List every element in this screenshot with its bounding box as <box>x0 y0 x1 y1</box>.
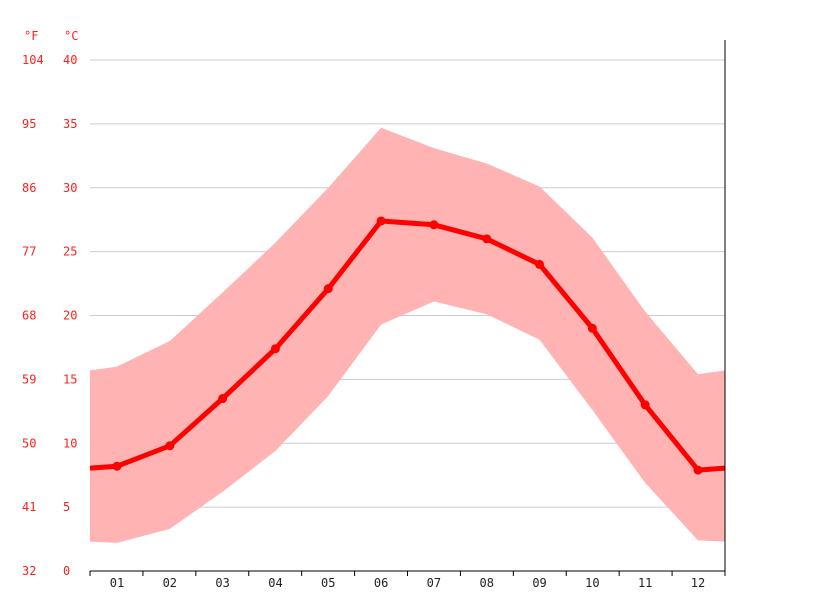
mean-point <box>429 220 439 230</box>
y-tick-c: 35 <box>63 117 77 131</box>
y-tick-c: 0 <box>63 564 70 578</box>
x-tick-label: 08 <box>480 576 494 590</box>
y-tick-f: 32 <box>22 564 36 578</box>
y-tick-f: 59 <box>22 372 36 386</box>
x-tick-label: 11 <box>638 576 652 590</box>
y-tick-c: 20 <box>63 309 77 323</box>
x-tick-label: 10 <box>585 576 599 590</box>
mean-point <box>482 234 492 244</box>
unit-f-label: °F <box>24 29 38 43</box>
y-tick-f: 95 <box>22 117 36 131</box>
y-tick-f: 77 <box>22 245 36 259</box>
x-tick-label: 09 <box>532 576 546 590</box>
y-tick-f: 68 <box>22 309 36 323</box>
mean-point <box>323 284 333 294</box>
y-tick-c: 30 <box>63 181 77 195</box>
mean-point <box>112 461 122 471</box>
x-tick-label: 04 <box>268 576 282 590</box>
y-tick-c: 5 <box>63 500 70 514</box>
mean-temperature-line <box>89 218 726 473</box>
mean-point <box>376 216 386 226</box>
y-tick-f: 104 <box>22 53 44 67</box>
x-tick-label: 07 <box>427 576 441 590</box>
x-tick-label: 06 <box>374 576 388 590</box>
x-tick-label: 02 <box>163 576 177 590</box>
x-tick-label: 01 <box>110 576 124 590</box>
mean-point <box>693 465 703 475</box>
y-tick-c: 15 <box>63 372 77 386</box>
mean-point <box>270 344 280 354</box>
y-tick-c: 10 <box>63 436 77 450</box>
y-tick-f: 41 <box>22 500 36 514</box>
mean-point <box>587 323 597 333</box>
mean-point <box>165 441 175 451</box>
y-tick-c: 25 <box>63 245 77 259</box>
mean-point <box>535 259 545 269</box>
y-tick-c: 40 <box>63 53 77 67</box>
x-tick-label: 03 <box>215 576 229 590</box>
min-max-band <box>90 127 725 543</box>
y-tick-f: 86 <box>22 181 36 195</box>
unit-c-label: °C <box>64 29 78 43</box>
y-tick-f: 50 <box>22 436 36 450</box>
mean-point <box>640 400 650 410</box>
mean-point <box>218 394 228 404</box>
x-tick-label: 12 <box>691 576 705 590</box>
x-tick-label: 05 <box>321 576 335 590</box>
